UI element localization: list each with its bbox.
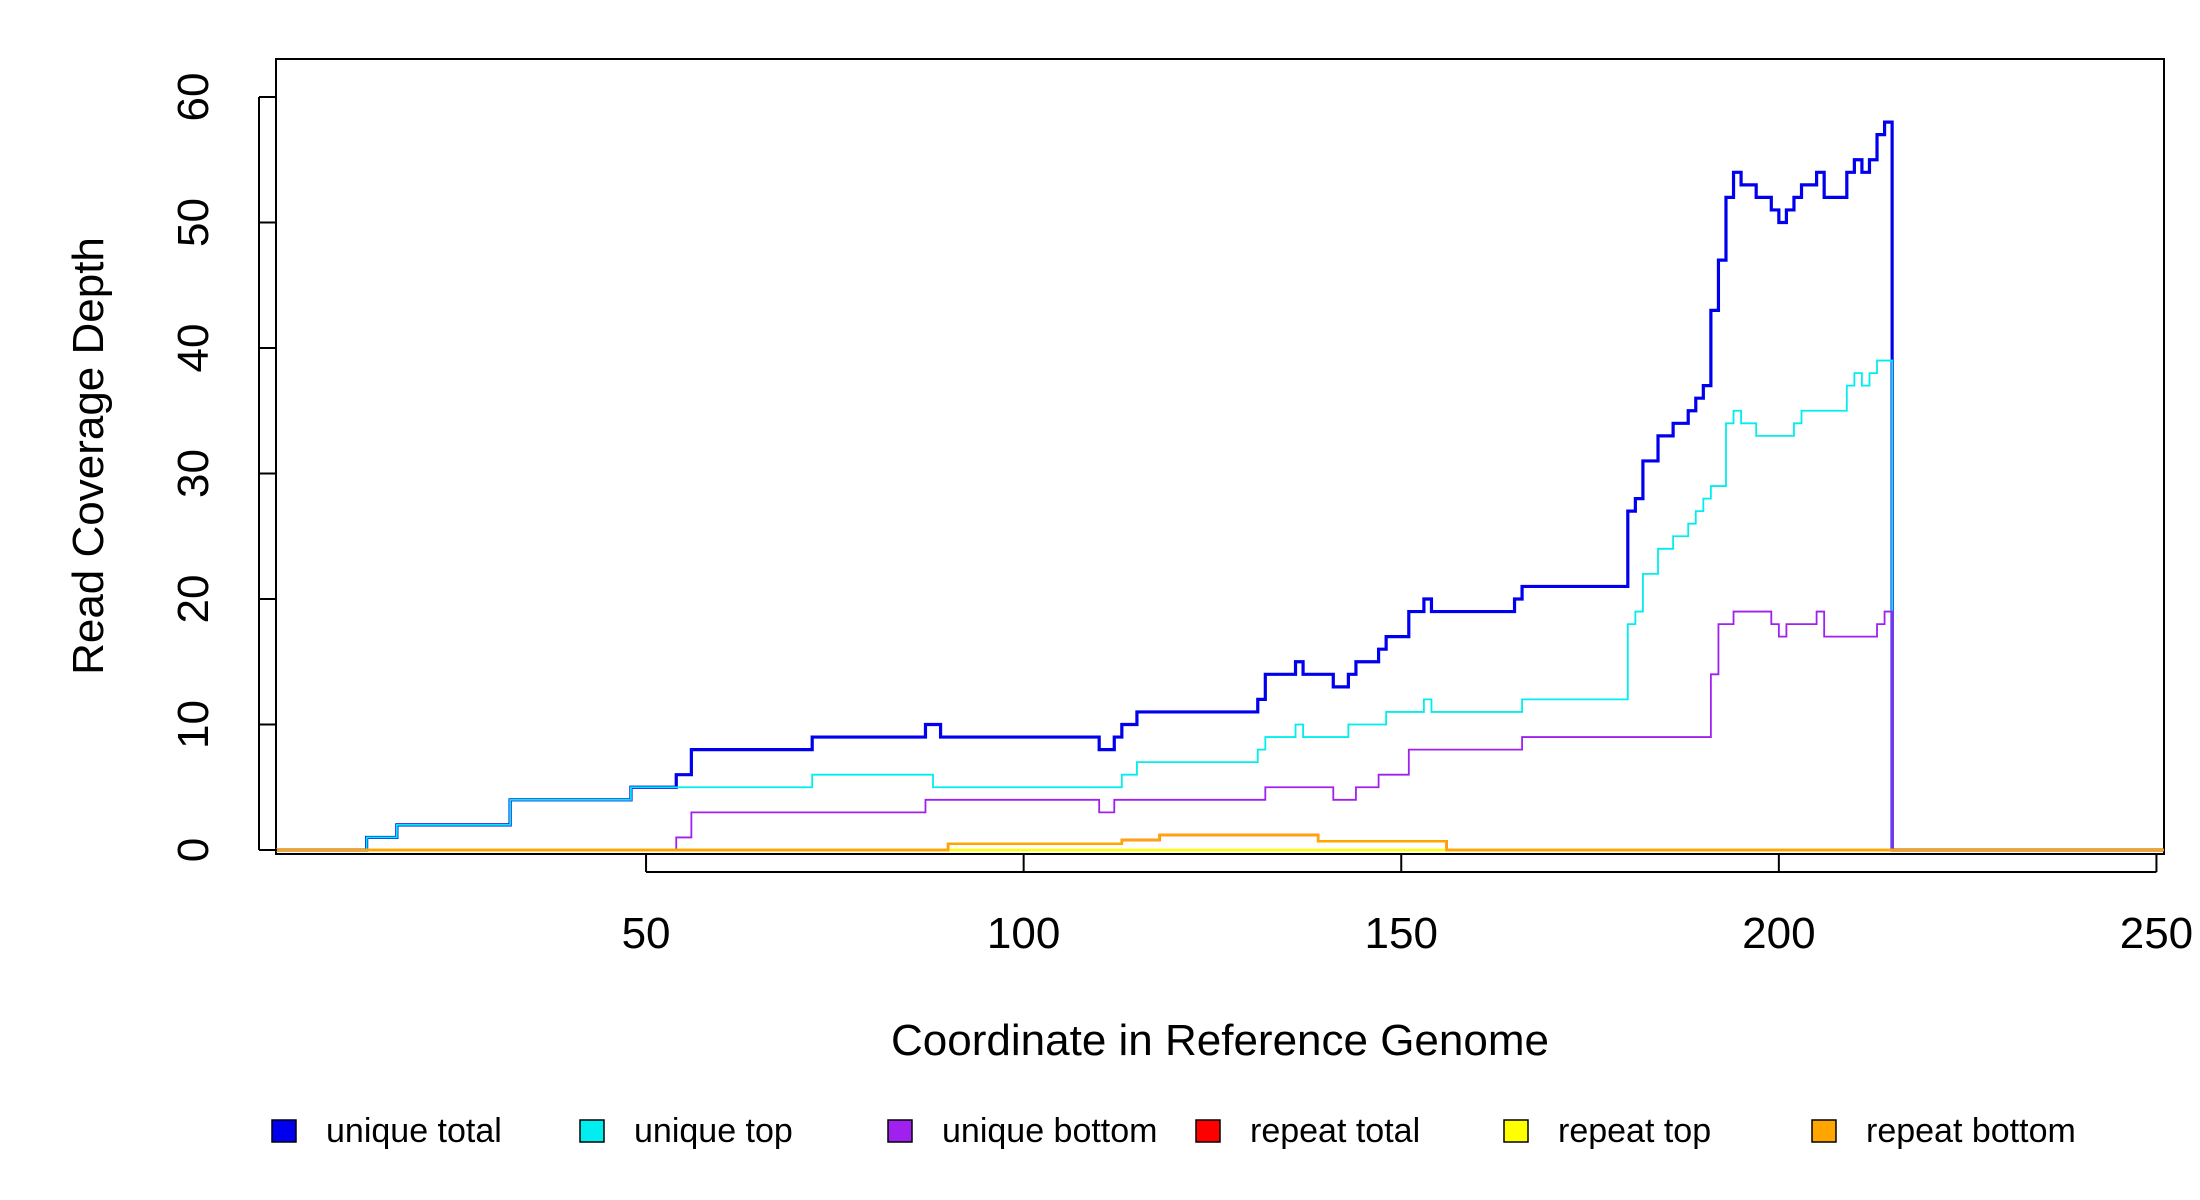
y-tick-label: 60	[169, 73, 218, 122]
legend-label: repeat total	[1250, 1112, 1420, 1150]
legend-swatch-repeat-top	[1503, 1119, 1529, 1143]
legend-label: unique total	[326, 1112, 502, 1150]
y-tick-label: 20	[169, 575, 218, 624]
legend-swatch-repeat-bottom	[1811, 1119, 1837, 1143]
y-axis: 0 10 20 30 40 50 60	[169, 73, 277, 862]
x-tick-label: 200	[1742, 909, 1815, 958]
legend-swatch-unique-bottom	[887, 1119, 913, 1143]
y-tick-label: 30	[169, 449, 218, 498]
x-tick-label: 50	[622, 909, 671, 958]
legend-label: unique top	[634, 1112, 793, 1150]
legend-swatch-unique-top	[579, 1119, 605, 1143]
plot-frame	[275, 58, 2165, 855]
x-axis-title: Coordinate in Reference Genome	[891, 1016, 1549, 1065]
legend-label: repeat bottom	[1866, 1112, 2076, 1150]
legend-label: unique bottom	[942, 1112, 1158, 1150]
x-tick-label: 150	[1365, 909, 1438, 958]
series-line-unique-total	[276, 120, 2164, 852]
y-tick-label: 10	[169, 700, 218, 749]
y-tick-label: 40	[169, 324, 218, 373]
x-axis: 50 100 150 200 250	[622, 854, 2193, 958]
legend-label: repeat top	[1558, 1112, 1711, 1150]
x-tick-label: 100	[987, 909, 1060, 958]
legend-swatch-repeat-total	[1195, 1119, 1221, 1143]
y-tick-label: 0	[169, 838, 218, 862]
series-line-unique-top	[276, 359, 2164, 851]
series-line-repeat-bottom	[276, 833, 2164, 852]
series-line-repeat-total	[276, 833, 2164, 852]
y-axis-title: Read Coverage Depth	[64, 237, 113, 675]
series-line-unique-bottom	[276, 610, 2164, 851]
legend-swatch-unique-total	[271, 1119, 297, 1143]
series-layer	[276, 120, 2164, 852]
x-tick-label: 250	[2120, 909, 2193, 958]
legend: unique total unique top unique bottom repea…	[271, 1112, 2076, 1150]
y-tick-label: 50	[169, 198, 218, 247]
